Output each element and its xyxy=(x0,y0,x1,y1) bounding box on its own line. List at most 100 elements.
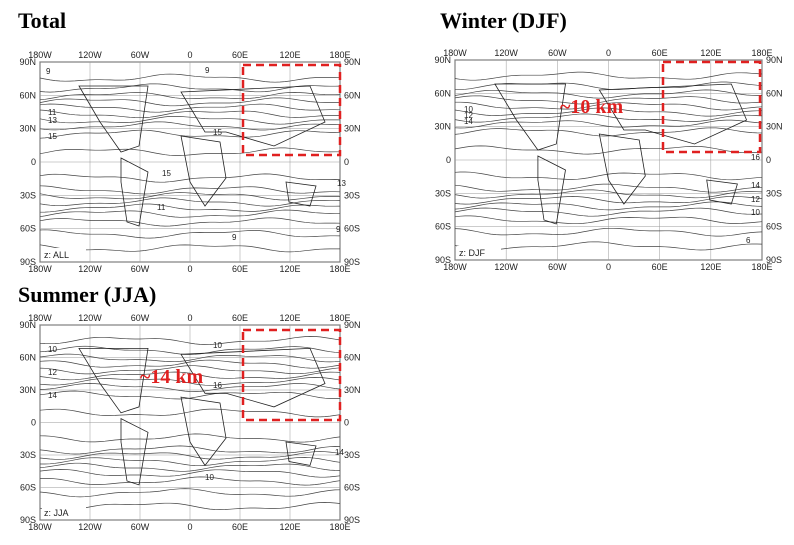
lon-label: 180W xyxy=(443,262,467,272)
panel-title: Summer (JJA) xyxy=(18,282,156,307)
lon-label: 60E xyxy=(232,313,248,323)
contour-line xyxy=(39,469,341,478)
annotation: ~10 km xyxy=(560,96,624,118)
lat-label: 0 xyxy=(344,418,349,428)
contour-line xyxy=(39,433,341,443)
lat-label: 90N xyxy=(19,57,36,67)
map-panel: Winter (DJF) 180W 180W 120W 120W 60W 60W 0 0 60E 6… xyxy=(434,8,782,272)
lat-label: 30S xyxy=(344,190,360,200)
lat-label: 60N xyxy=(19,353,36,363)
lat-label: 0 xyxy=(31,157,36,167)
contour-label: 11 xyxy=(157,203,166,212)
contour-line xyxy=(39,147,340,156)
contour-line xyxy=(39,462,341,472)
lat-label: 60S xyxy=(435,222,451,232)
lat-label: 90N xyxy=(344,320,361,330)
lon-label: 180E xyxy=(329,313,350,323)
continent xyxy=(285,181,317,207)
continent xyxy=(180,135,227,207)
continent xyxy=(285,441,317,466)
lat-label: 90S xyxy=(344,257,360,267)
lon-label: 60E xyxy=(652,262,668,272)
lat-label: 90S xyxy=(344,515,360,525)
contour-line xyxy=(39,73,341,83)
lon-label: 120W xyxy=(78,50,102,60)
lat-label: 30N xyxy=(344,385,361,395)
contour-line xyxy=(39,129,341,139)
lon-label: 60W xyxy=(548,262,567,272)
panel-label: z: DJF xyxy=(459,248,486,258)
lat-label: 30N xyxy=(766,122,783,132)
contour-line xyxy=(39,345,341,355)
continent xyxy=(180,347,326,408)
contour-label: 12 xyxy=(48,368,57,377)
contour-label: 9 xyxy=(232,233,237,242)
lon-label: 120E xyxy=(279,313,300,323)
contour-label: 12 xyxy=(464,111,473,120)
contour-line xyxy=(454,207,763,217)
lat-label: 0 xyxy=(344,157,349,167)
contour-line xyxy=(39,197,341,207)
lon-label: 120E xyxy=(279,522,300,532)
lat-label: 60S xyxy=(20,224,36,234)
contour-line xyxy=(454,119,763,129)
contour-label: 15 xyxy=(48,132,57,141)
lon-label: 120W xyxy=(494,262,518,272)
lon-label: 0 xyxy=(606,48,611,58)
contour-line xyxy=(39,488,341,498)
lat-label: 60S xyxy=(20,483,36,493)
lon-label: 60E xyxy=(652,48,668,58)
lon-label: 120E xyxy=(700,262,721,272)
contour-line xyxy=(454,71,763,81)
lat-label: 90N xyxy=(344,57,361,67)
lon-label: 180E xyxy=(751,262,772,272)
lat-label: 30N xyxy=(344,124,361,134)
lat-label: 90S xyxy=(20,515,36,525)
lat-label: 30S xyxy=(20,190,36,200)
lat-label: 60N xyxy=(766,88,783,98)
continent xyxy=(180,396,227,467)
contour-label: 13 xyxy=(337,179,346,188)
continent xyxy=(120,157,149,227)
lon-label: 180E xyxy=(329,522,350,532)
contour-line xyxy=(454,95,763,105)
contour-line xyxy=(39,121,341,131)
contour-line xyxy=(454,113,763,123)
lat-label: 90S xyxy=(766,255,782,265)
panel-label: z: JJA xyxy=(44,508,69,518)
contour-line xyxy=(454,241,763,251)
continent xyxy=(78,85,149,153)
contour-line xyxy=(454,201,763,211)
lon-label: 60W xyxy=(548,48,567,58)
contour-label: 14 xyxy=(335,448,344,457)
contour-line xyxy=(39,83,341,93)
lat-label: 60N xyxy=(344,90,361,100)
lat-label: 90N xyxy=(434,55,451,65)
contour-line xyxy=(39,408,341,418)
contour-line xyxy=(39,336,341,345)
lon-label: 180W xyxy=(28,264,52,274)
lon-label: 60E xyxy=(232,50,248,60)
contour-line xyxy=(455,101,763,111)
contour-line xyxy=(454,189,763,199)
continent xyxy=(537,155,566,225)
lon-label: 0 xyxy=(187,522,192,532)
lat-label: 30S xyxy=(766,188,782,198)
lon-label: 180E xyxy=(329,50,350,60)
lon-label: 0 xyxy=(606,262,611,272)
lon-label: 120W xyxy=(494,48,518,58)
contour-label: 14 xyxy=(464,117,473,126)
contour-line xyxy=(39,365,341,375)
contour-label: 10 xyxy=(205,473,214,482)
lat-label: 30S xyxy=(435,188,451,198)
lon-label: 60W xyxy=(131,264,150,274)
contour-line xyxy=(39,244,340,253)
continent xyxy=(120,417,149,486)
lat-label: 0 xyxy=(766,155,771,165)
contour-line xyxy=(39,203,341,213)
lon-label: 0 xyxy=(187,50,192,60)
contour-line xyxy=(39,476,341,486)
lat-label: 90N xyxy=(19,320,36,330)
contour-label: 9 xyxy=(46,67,51,76)
